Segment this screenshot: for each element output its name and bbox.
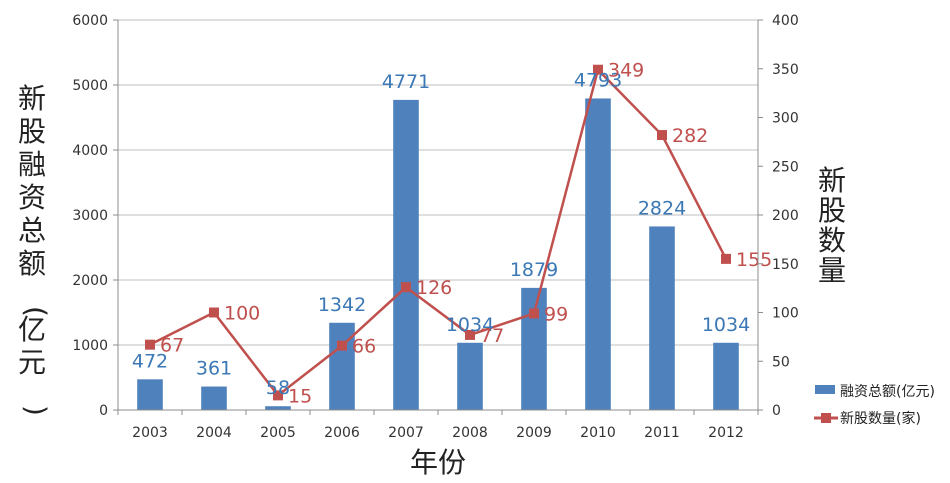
x-tick-label: 2007 (388, 425, 424, 441)
bar-data-label: 472 (132, 350, 168, 372)
left-y-tick-label: 0 (99, 403, 108, 419)
line-point (337, 340, 347, 351)
line-point (529, 308, 539, 319)
right-y-tick-label: 150 (772, 257, 799, 273)
right-y-axis-title: 新股数量 (818, 164, 846, 287)
bar-series (137, 98, 739, 410)
line-data-label: 349 (608, 60, 644, 82)
right-y-tick-label: 250 (772, 159, 799, 175)
left-y-tick-label: 5000 (72, 78, 108, 94)
line-point (657, 130, 667, 141)
line-point (401, 282, 411, 293)
legend-label-bar: 融资总额(亿元) (840, 384, 935, 400)
bar-data-label: 1034 (702, 314, 750, 336)
x-axis-title: 年份 (410, 446, 466, 479)
legend-label-line: 新股数量(家) (840, 410, 921, 427)
line-data-label: 282 (672, 125, 708, 147)
legend-swatch-marker (821, 413, 831, 423)
x-tick-label: 2004 (196, 425, 232, 441)
line-data-label: 99 (544, 303, 568, 325)
right-y-tick-label: 50 (772, 354, 790, 370)
bar-data-label: 4793 (574, 69, 622, 91)
left-y-tick-label: 2000 (72, 273, 108, 289)
legend-swatch-bar (815, 385, 835, 394)
bar (713, 342, 739, 410)
line-point (721, 253, 731, 264)
bar (265, 406, 291, 410)
x-tick-label: 2012 (708, 425, 744, 441)
line-series (145, 64, 731, 401)
bar (585, 98, 611, 410)
line-data-label: 77 (480, 325, 504, 347)
x-tick-label: 2008 (452, 425, 488, 441)
axes: 0 1000 2000 3000 4000 5000 6000 0 50 100 150 200 250… (72, 13, 798, 441)
right-y-tick-label: 400 (772, 13, 799, 29)
legend: 融资总额(亿元) 新股数量(家) (814, 384, 935, 427)
x-tick-label: 2005 (260, 425, 296, 441)
bar-data-label: 1034 (446, 314, 494, 336)
bar (201, 386, 227, 410)
bar (393, 99, 419, 410)
x-tick-label: 2010 (580, 425, 616, 441)
x-tick-label: 2006 (324, 425, 360, 441)
right-y-tick-label: 0 (772, 403, 781, 419)
line-data-label: 15 (288, 385, 312, 407)
left-y-axis-title: 新股融资总额(亿元) (18, 82, 53, 416)
left-y-tick-label: 3000 (72, 208, 108, 224)
left-y-tick-label: 6000 (72, 13, 108, 29)
line-point (465, 329, 475, 340)
right-y-tick-label: 300 (772, 111, 799, 127)
line-point (273, 390, 283, 401)
x-tick-label: 2003 (132, 425, 168, 441)
bar (137, 379, 163, 410)
right-y-tick-label: 100 (772, 306, 799, 322)
line-data-label: 66 (352, 336, 376, 358)
line-point (145, 339, 155, 350)
x-tick-label: 2009 (516, 425, 552, 441)
line-data-label: 100 (224, 303, 260, 325)
line-data-label: 67 (160, 335, 184, 357)
bar-data-label: 58 (266, 377, 290, 399)
gridlines (118, 19, 758, 411)
bar-data-label: 1879 (510, 259, 558, 281)
bar-data-label: 1342 (318, 294, 366, 316)
left-y-tick-label: 4000 (72, 143, 108, 159)
line-data-label: 126 (416, 277, 452, 299)
bar-data-label: 2824 (638, 197, 686, 219)
bar (457, 342, 483, 410)
data-labels: 472 361 58 1342 4771 1034 1879 4793 2824 1034 67 10… (132, 60, 772, 408)
line-point (593, 64, 603, 75)
bar (649, 226, 675, 410)
x-tick-label: 2011 (644, 425, 680, 441)
right-y-tick-label: 200 (772, 208, 799, 224)
series-line (149, 67, 728, 398)
left-y-tick-label: 1000 (72, 338, 108, 354)
bar-data-label: 4771 (382, 71, 430, 93)
bar-data-label: 361 (196, 358, 232, 380)
right-y-tick-label: 350 (772, 62, 799, 78)
bar (521, 287, 547, 410)
line-data-label: 155 (736, 249, 772, 271)
line-point (209, 307, 219, 318)
